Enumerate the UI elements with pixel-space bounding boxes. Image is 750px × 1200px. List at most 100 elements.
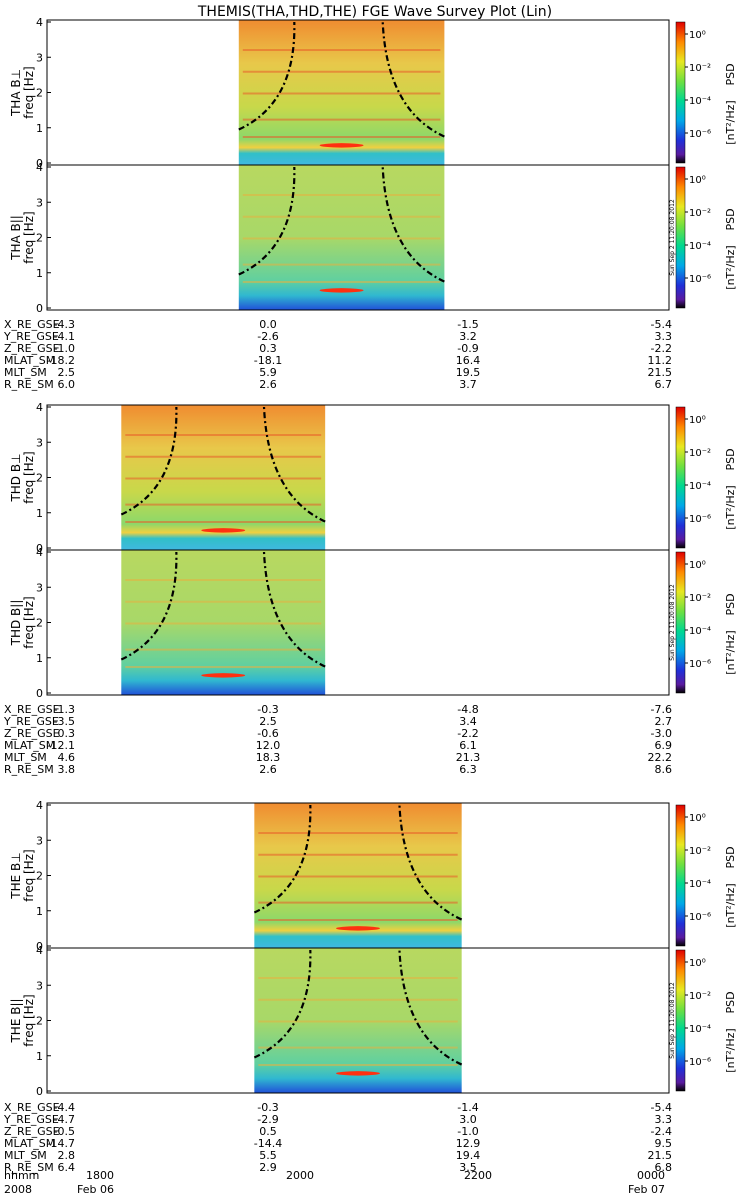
ephemeris-value: -1.0	[457, 1125, 478, 1138]
ephemeris-value: 6.0	[58, 378, 76, 391]
ephemeris-value: -0.3	[257, 1101, 278, 1114]
panel-yunit: freq [Hz]	[22, 596, 36, 648]
ephemeris-value: -1.3	[54, 703, 75, 716]
colorbar-label: PSD	[724, 991, 737, 1013]
ephemeris-label: R_RE_SM	[4, 1161, 54, 1174]
generation-stamp: Sun Sep 2 11:20:08 2012	[669, 584, 676, 661]
colorbar-tick-label: 10⁰	[689, 958, 706, 969]
ephemeris-value: -4.3	[54, 318, 75, 331]
emission-band	[125, 521, 322, 523]
emission-band	[125, 666, 322, 668]
emission-band	[242, 215, 441, 218]
colorbar-unit: [nT²/Hz]	[724, 485, 737, 529]
ephemeris-value: -5.4	[651, 1101, 672, 1114]
colorbar-unit: [nT²/Hz]	[724, 630, 737, 674]
ephemeris-value: 22.2	[648, 751, 673, 764]
panel-yunit: freq [Hz]	[22, 211, 36, 263]
emission-band	[258, 875, 458, 878]
spectrogram-panel-par: 0 1 2 3 4 THE B|| freq [Hz] 10⁰ 10⁻² 10⁻⁴ 10⁻⁶ PSD […	[9, 944, 737, 1098]
ephemeris-value: -0.9	[457, 342, 478, 355]
emission-band	[258, 919, 458, 921]
spectrogram-panel-par: 0 1 2 3 4 THA B|| freq [Hz] 10⁰ 10⁻² 10⁻⁴ 10⁻⁶ PSD […	[9, 161, 737, 315]
ytick-label: 4	[36, 401, 43, 414]
ephemeris-value: 8.6	[655, 763, 673, 776]
cyclotron-curve-right	[398, 949, 463, 1066]
colorbar-tick-label: 10⁻⁶	[689, 1057, 711, 1068]
emission-band	[242, 136, 441, 138]
ephemeris-value: -7.6	[651, 703, 672, 716]
colorbar-tick-label: 10⁻⁴	[689, 96, 711, 107]
cyclotron-curve-left	[238, 21, 296, 131]
emission-band	[125, 600, 322, 603]
ephemeris-value: 12.9	[456, 1137, 481, 1150]
ephemeris-label: X_RE_GSE	[4, 1101, 60, 1114]
ephemeris-value: 2.9	[259, 1161, 277, 1174]
ephemeris-value: -4.4	[54, 1101, 75, 1114]
emission-band	[242, 194, 441, 196]
emission-band	[258, 1046, 458, 1049]
panel-ylabel: THA B||	[9, 215, 23, 261]
generation-stamp: Sun Sep 2 11:20:08 2012	[669, 982, 676, 1059]
ephemeris-value: -4.8	[457, 703, 478, 716]
cyclotron-curve-right	[262, 406, 326, 523]
emission-band	[125, 622, 322, 625]
ephemeris-value: -2.9	[257, 1113, 278, 1126]
ephemeris-value: 2.5	[259, 715, 277, 728]
panel-yunit: freq [Hz]	[22, 994, 36, 1046]
ephemeris-value: 6.7	[655, 378, 673, 391]
ytick-label: 4	[36, 799, 43, 812]
colorbar-tick-label: 10⁰	[689, 30, 706, 41]
ephemeris-value: -0.6	[257, 727, 278, 740]
emission-band	[242, 49, 441, 51]
colorbar-label: PSD	[724, 846, 737, 868]
ephemeris-value: -4.1	[54, 330, 75, 343]
ephemeris-table: X_RE_GSE-4.3 0.0 -1.5 -5.4 Y_RE_GSE-4.1 -2.6 3…	[3, 318, 672, 391]
emission-peak	[201, 673, 246, 678]
ephemeris-value: 11.2	[648, 354, 673, 367]
emission-band	[242, 263, 441, 266]
ytick-label: 1	[36, 507, 43, 520]
ephemeris-value: -4.7	[54, 1113, 75, 1126]
colorbar	[675, 804, 686, 947]
ephemeris-value: 3.3	[655, 330, 673, 343]
ephemeris-value: -12.1	[47, 739, 75, 752]
colorbar-tick-label: 10⁰	[689, 813, 706, 824]
emission-band	[258, 998, 458, 1001]
emission-band	[125, 455, 322, 458]
ephemeris-value: 16.4	[456, 354, 481, 367]
panel-ylabel: THD B||	[9, 600, 23, 647]
ephemeris-value: 0.5	[259, 1125, 277, 1138]
ephemeris-label: MLT_SM	[4, 751, 47, 764]
colorbar-tick-label: 10⁻⁴	[689, 626, 711, 637]
colorbar-label: PSD	[724, 208, 737, 230]
colorbar-tick-label: 10⁻²	[689, 63, 711, 74]
colorbar	[675, 21, 686, 164]
ephemeris-value: 2.6	[259, 763, 277, 776]
emission-band	[258, 1064, 458, 1066]
ytick-label: 3	[36, 436, 43, 449]
ephemeris-value: -1.4	[457, 1101, 478, 1114]
emission-peak	[336, 926, 380, 931]
ephemeris-value: 3.5	[459, 1161, 477, 1174]
ephemeris-label: MLAT_SM	[4, 1137, 55, 1150]
ytick-label: 2	[36, 472, 43, 485]
ephemeris-table: X_RE_GSE-4.4 -0.3 -1.4 -5.4 Y_RE_GSE-4.7 -2.9…	[3, 1101, 672, 1174]
ephemeris-label: R_RE_SM	[4, 378, 54, 391]
ephemeris-value: 19.4	[456, 1149, 481, 1162]
panel-yunit: freq [Hz]	[22, 451, 36, 503]
ephemeris-label: MLT_SM	[4, 366, 47, 379]
ytick-label: 0	[36, 302, 43, 315]
panel-ylabel: THE B||	[9, 998, 23, 1043]
ytick-label: 1	[36, 1050, 43, 1063]
emission-band	[125, 648, 322, 651]
panel-yunit: freq [Hz]	[22, 849, 36, 901]
colorbar-tick-label: 10⁻²	[689, 991, 711, 1002]
emission-band	[242, 281, 441, 283]
ephemeris-value: 21.5	[648, 1149, 673, 1162]
colorbar-tick-label: 10⁰	[689, 560, 706, 571]
colorbar-unit: [nT²/Hz]	[724, 100, 737, 144]
ytick-label: 1	[36, 267, 43, 280]
colorbar-tick-label: 10⁻⁶	[689, 912, 711, 923]
ephemeris-value: -5.4	[651, 318, 672, 331]
